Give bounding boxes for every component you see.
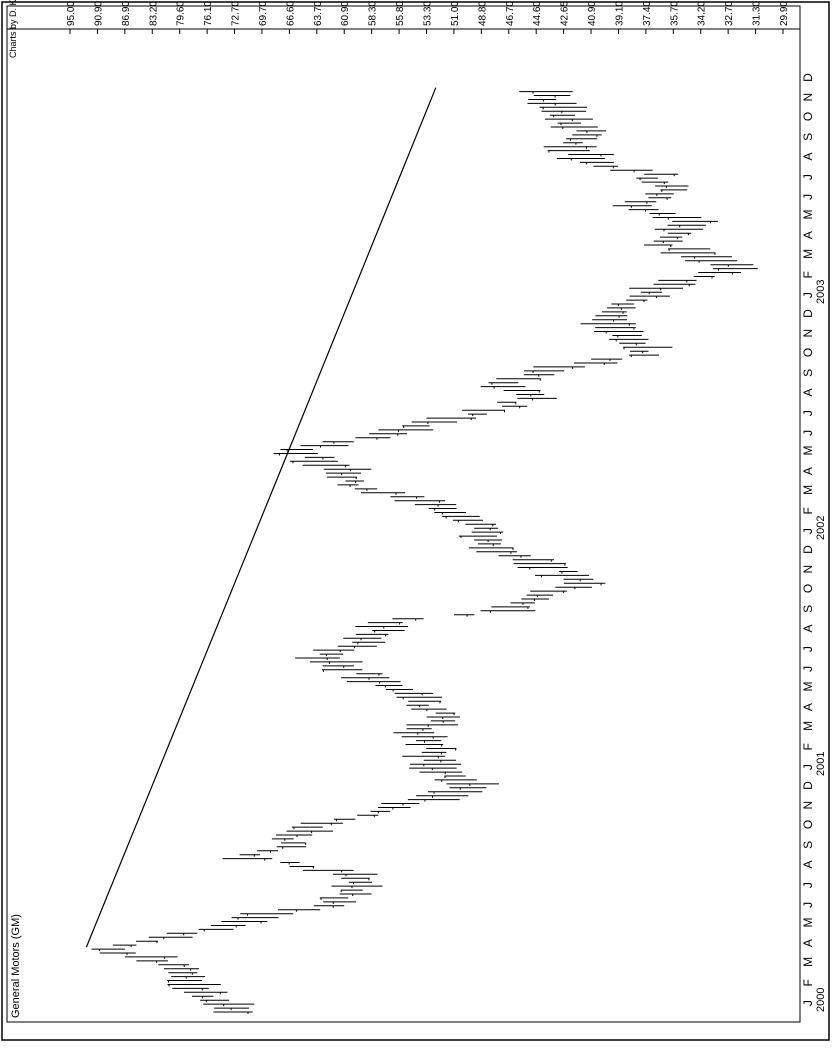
price-tick-label: 42.65 <box>560 1 571 26</box>
price-tick-label: 40.90 <box>587 1 598 26</box>
price-tick-label: 95.00 <box>66 1 77 26</box>
month-tick-label: J <box>801 528 815 534</box>
price-tick-label: 46.70 <box>505 1 516 26</box>
price-tick-label: 34.20 <box>697 1 708 26</box>
month-tick-label: A <box>801 624 815 632</box>
month-tick-label: J <box>801 174 815 180</box>
price-tick-label: 79.60 <box>176 1 187 26</box>
month-tick-label: M <box>801 249 815 259</box>
month-tick-label: D <box>801 73 815 82</box>
month-tick-label: S <box>801 605 815 613</box>
month-tick-label: O <box>801 348 815 357</box>
price-tick-label: 69.70 <box>258 1 269 26</box>
price-tick-label: 72.70 <box>231 1 242 26</box>
price-tick-label: 51.00 <box>450 1 461 26</box>
price-tick-label: 58.30 <box>368 1 379 26</box>
month-tick-label: M <box>801 682 815 692</box>
price-tick-label: 60.90 <box>340 1 351 26</box>
month-tick-label: N <box>801 93 815 102</box>
price-tick-labels: 95.00 90.90 86.90 83.20 79.60 76.10 72.70 69.70… <box>66 1 790 34</box>
month-tick-label: A <box>801 388 815 396</box>
price-tick-label: 44.60 <box>532 1 543 26</box>
month-tick-label: O <box>801 584 815 593</box>
price-tick-label: 66.60 <box>285 1 296 26</box>
month-tick-label: M <box>801 210 815 220</box>
month-tick-label: J <box>801 292 815 298</box>
month-tick-label: A <box>801 467 815 475</box>
month-tick-label: A <box>801 703 815 711</box>
month-tick-label: M <box>801 446 815 456</box>
price-tick-label: 55.80 <box>395 1 406 26</box>
month-tick-label: S <box>801 841 815 849</box>
month-tick-label: M <box>801 721 815 731</box>
month-tick-label: F <box>801 979 815 986</box>
year-label: 2001 <box>815 752 827 776</box>
year-label: 2000 <box>815 988 827 1012</box>
month-tick-label: S <box>801 369 815 377</box>
month-tick-label: F <box>801 507 815 514</box>
month-tick-label: D <box>801 781 815 790</box>
price-tick-label: 37.40 <box>642 1 653 26</box>
month-tick-label: A <box>801 152 815 160</box>
month-tick-label: N <box>801 329 815 338</box>
month-tick-label: O <box>801 112 815 121</box>
month-tick-label: J <box>801 430 815 436</box>
month-tick-label: D <box>801 545 815 554</box>
month-tick-label: F <box>801 743 815 750</box>
price-tick-label: 31.30 <box>752 1 763 26</box>
month-tick-label: J <box>801 902 815 908</box>
month-tick-label: J <box>801 666 815 672</box>
chart-credit: Charts by D. Kowal <box>8 0 18 58</box>
month-tick-label: J <box>801 646 815 652</box>
price-tick-label: 63.70 <box>313 1 324 26</box>
month-tick-labels: J F M A M J J A S O N D J F M A M J J A S O N D J F M A M J J A S O N D J F M A… <box>801 73 815 1006</box>
month-tick-label: N <box>801 801 815 810</box>
month-tick-label: M <box>801 957 815 967</box>
month-tick-label: M <box>801 485 815 495</box>
price-tick-label: 83.20 <box>148 1 159 26</box>
month-tick-label: J <box>801 1000 815 1006</box>
month-tick-label: J <box>801 764 815 770</box>
year-label: 2002 <box>815 516 827 540</box>
price-tick-label: 48.80 <box>477 1 488 26</box>
chart-title: General Motors (GM) <box>10 914 22 1018</box>
price-bars <box>91 91 758 1014</box>
month-tick-label: F <box>801 271 815 278</box>
month-tick-label: J <box>801 882 815 888</box>
month-tick-label: A <box>801 231 815 239</box>
month-tick-label: J <box>801 410 815 416</box>
price-tick-label: 53.30 <box>423 1 434 26</box>
price-tick-label: 29.90 <box>779 1 790 26</box>
price-tick-label: 76.10 <box>203 1 214 26</box>
year-label: 2003 <box>815 280 827 304</box>
price-tick-label: 39.10 <box>614 1 625 26</box>
price-tick-label: 32.70 <box>724 1 735 26</box>
month-tick-label: A <box>801 939 815 947</box>
price-tick-label: 90.90 <box>93 1 104 26</box>
price-tick-label: 35.70 <box>669 1 680 26</box>
month-tick-label: M <box>801 918 815 928</box>
month-tick-label: S <box>801 133 815 141</box>
month-tick-label: D <box>801 309 815 318</box>
price-tick-label: 86.90 <box>121 1 132 26</box>
month-tick-label: O <box>801 820 815 829</box>
month-tick-label: J <box>801 194 815 200</box>
year-labels: 2000 2001 2002 2003 <box>815 280 827 1012</box>
month-tick-label: A <box>801 860 815 868</box>
month-tick-label: N <box>801 565 815 574</box>
